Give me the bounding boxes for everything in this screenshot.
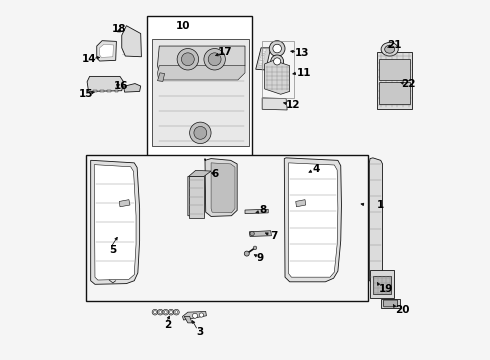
- Text: 9: 9: [257, 253, 264, 263]
- Polygon shape: [189, 170, 211, 176]
- Ellipse shape: [385, 45, 394, 53]
- Circle shape: [270, 41, 285, 57]
- Text: 10: 10: [175, 21, 190, 31]
- Polygon shape: [91, 160, 140, 284]
- Circle shape: [250, 231, 254, 236]
- Polygon shape: [123, 84, 141, 92]
- Polygon shape: [157, 73, 165, 81]
- Text: 3: 3: [196, 327, 204, 337]
- Polygon shape: [122, 26, 142, 57]
- Text: 18: 18: [112, 23, 126, 33]
- Text: 21: 21: [387, 40, 402, 50]
- Circle shape: [152, 309, 158, 315]
- Text: 17: 17: [218, 47, 233, 57]
- Polygon shape: [265, 60, 290, 94]
- FancyBboxPatch shape: [384, 300, 397, 307]
- Polygon shape: [94, 165, 136, 280]
- Circle shape: [273, 58, 281, 65]
- Polygon shape: [87, 76, 123, 91]
- Circle shape: [159, 311, 162, 314]
- Circle shape: [175, 311, 178, 314]
- Polygon shape: [99, 44, 114, 58]
- Bar: [262, 51, 266, 53]
- Text: 2: 2: [165, 320, 172, 330]
- Bar: [260, 58, 264, 60]
- Polygon shape: [184, 316, 192, 323]
- Text: 13: 13: [295, 48, 309, 58]
- Polygon shape: [369, 158, 383, 284]
- Polygon shape: [205, 158, 237, 216]
- Polygon shape: [119, 200, 130, 207]
- Text: 11: 11: [296, 68, 311, 78]
- Polygon shape: [249, 231, 271, 237]
- Polygon shape: [188, 176, 204, 216]
- Text: 16: 16: [114, 81, 128, 91]
- Polygon shape: [284, 158, 342, 282]
- FancyBboxPatch shape: [86, 155, 368, 301]
- Circle shape: [153, 311, 156, 314]
- Circle shape: [208, 53, 221, 66]
- Text: 19: 19: [379, 284, 393, 294]
- Bar: [115, 90, 118, 93]
- Text: 7: 7: [270, 231, 278, 242]
- Text: 1: 1: [376, 200, 384, 210]
- Bar: [259, 63, 262, 65]
- Text: 20: 20: [395, 305, 410, 315]
- Bar: [107, 90, 111, 93]
- Text: 14: 14: [82, 54, 97, 64]
- Circle shape: [273, 44, 281, 53]
- Bar: [100, 90, 104, 93]
- FancyBboxPatch shape: [379, 59, 410, 80]
- Polygon shape: [296, 200, 306, 207]
- Ellipse shape: [381, 42, 398, 56]
- Bar: [263, 49, 266, 51]
- Polygon shape: [211, 163, 235, 213]
- Polygon shape: [256, 48, 270, 70]
- Circle shape: [157, 309, 163, 315]
- Circle shape: [181, 53, 194, 66]
- Circle shape: [204, 49, 225, 70]
- Text: 5: 5: [109, 245, 117, 255]
- Bar: [261, 56, 264, 58]
- Circle shape: [168, 309, 174, 315]
- Bar: [259, 61, 263, 63]
- Polygon shape: [381, 298, 400, 308]
- Circle shape: [170, 311, 172, 314]
- Bar: [258, 66, 262, 67]
- Text: 8: 8: [260, 205, 267, 215]
- Circle shape: [253, 246, 257, 249]
- Circle shape: [177, 49, 198, 70]
- Text: 6: 6: [211, 168, 218, 179]
- FancyBboxPatch shape: [379, 82, 410, 104]
- Polygon shape: [182, 311, 206, 320]
- Circle shape: [173, 309, 179, 315]
- Text: 15: 15: [79, 89, 94, 99]
- Polygon shape: [157, 66, 245, 80]
- Polygon shape: [289, 163, 338, 277]
- Polygon shape: [189, 176, 204, 217]
- Text: 4: 4: [313, 164, 320, 174]
- Polygon shape: [245, 209, 268, 213]
- Polygon shape: [370, 270, 394, 298]
- Bar: [261, 54, 265, 55]
- Text: 22: 22: [401, 79, 415, 89]
- Polygon shape: [152, 39, 248, 146]
- Polygon shape: [377, 52, 412, 109]
- Circle shape: [270, 55, 284, 68]
- Text: 12: 12: [286, 100, 300, 110]
- Circle shape: [190, 122, 211, 144]
- Circle shape: [163, 309, 169, 315]
- Circle shape: [193, 313, 197, 318]
- Polygon shape: [157, 46, 245, 73]
- Circle shape: [199, 313, 203, 317]
- Bar: [93, 90, 97, 93]
- Circle shape: [194, 126, 207, 139]
- FancyBboxPatch shape: [373, 276, 392, 294]
- Polygon shape: [262, 98, 287, 110]
- Circle shape: [164, 311, 167, 314]
- Circle shape: [245, 251, 249, 256]
- FancyBboxPatch shape: [147, 16, 252, 160]
- Polygon shape: [97, 41, 117, 61]
